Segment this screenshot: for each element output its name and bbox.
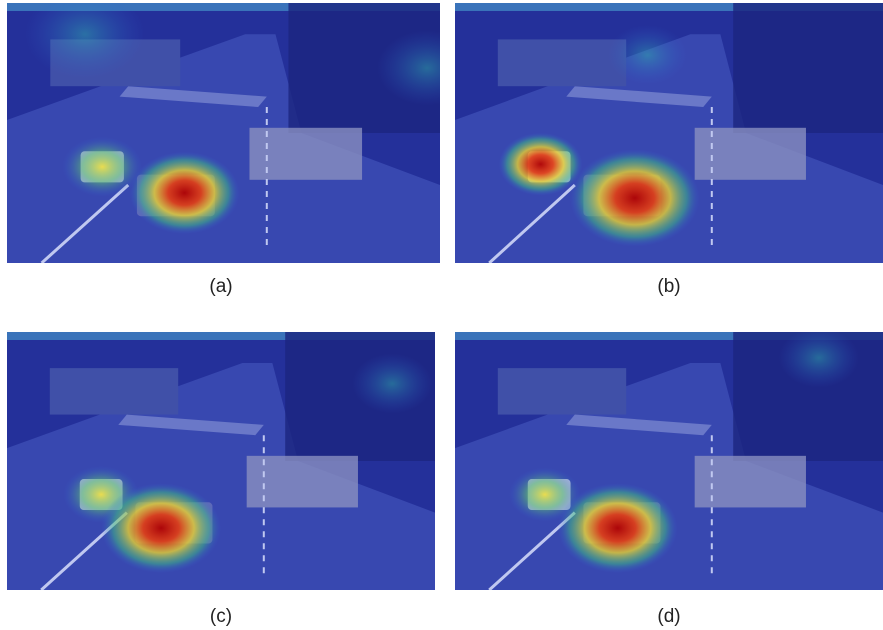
image-content <box>7 332 435 590</box>
heat-blob <box>499 133 583 196</box>
heat-blob <box>779 328 859 388</box>
heat-blob <box>608 25 688 85</box>
buildings <box>50 368 178 414</box>
buildings <box>498 368 626 414</box>
panel-caption: (b) <box>657 276 680 297</box>
figure: (a) (b) (c) (d) <box>0 0 883 630</box>
heatmap-image <box>455 3 883 263</box>
heatmap-image <box>455 328 883 590</box>
panel-caption: (a) <box>209 276 232 297</box>
heat-blob <box>130 152 240 235</box>
buildings <box>498 39 626 86</box>
image-content <box>7 0 477 263</box>
heatmap-image <box>7 0 477 263</box>
image-content <box>455 3 883 263</box>
panel-caption: (d) <box>657 606 680 627</box>
panel-caption: (c) <box>210 606 232 627</box>
heatmap-image <box>7 332 435 590</box>
heat-blob <box>570 149 700 247</box>
heat-blob <box>558 483 678 573</box>
trees <box>733 3 883 133</box>
image-content <box>455 328 883 590</box>
heat-blob <box>101 483 221 573</box>
heat-blob <box>352 354 432 414</box>
